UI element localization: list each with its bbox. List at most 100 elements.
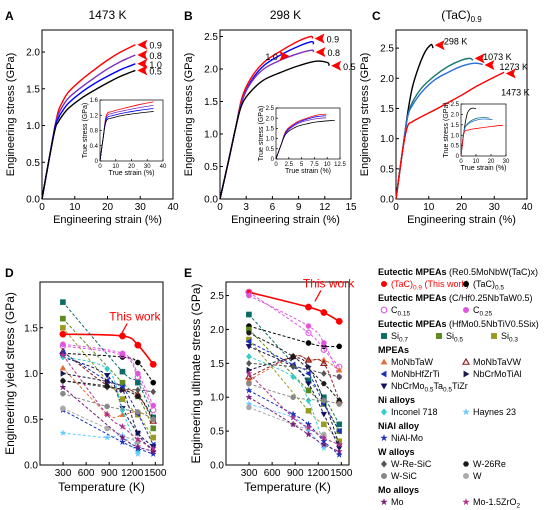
x-tick-label: 20 — [488, 159, 495, 165]
data-point — [336, 421, 343, 428]
legend-label: NiAl-Mo — [391, 433, 423, 443]
legend-label: Si0.3​ — [501, 331, 518, 344]
legend-heading: MPEAs — [378, 345, 409, 355]
panel-C: C (TaC)0.9 0 10 20 30 40 0.0 0.5 1.0 1.5 2.0 2.5 Engi… — [359, 8, 533, 226]
legend-marker — [462, 497, 470, 506]
legend-label: W-26Re — [473, 459, 506, 469]
x-tick-label: 20 — [102, 202, 114, 213]
x-tick-label: 10 — [473, 159, 480, 165]
x-tick-label: 40 — [167, 202, 179, 213]
y-tick-label: 1.5 — [26, 84, 40, 95]
data-point — [134, 442, 142, 450]
series-line — [248, 291, 340, 368]
data-point — [336, 343, 343, 350]
series-line — [41, 69, 136, 200]
y-tick-label: 1.5 — [380, 104, 394, 115]
y-tick-label: 0.5 — [380, 164, 394, 175]
legend-label: Si0.7​ — [391, 331, 408, 344]
data-point — [246, 353, 252, 360]
y-tick-label: 2.0 — [26, 48, 40, 59]
data-point — [290, 394, 296, 401]
data-point — [245, 344, 253, 350]
legend-marker — [381, 333, 388, 340]
y-tick-label: 0 — [456, 154, 460, 160]
data-point — [103, 410, 111, 418]
series-line — [62, 407, 139, 443]
x-tick-label: 2.5 — [285, 162, 294, 168]
data-point — [245, 369, 253, 377]
legend-label: NbCrMo0.5​Ta0.5​TiZr — [391, 381, 468, 394]
data-point — [320, 434, 328, 441]
data-point — [320, 309, 328, 316]
series-line — [395, 62, 483, 200]
x-tick-label: 7.5 — [310, 162, 319, 168]
legend-marker — [461, 357, 471, 365]
data-point — [321, 340, 327, 346]
data-point — [336, 401, 343, 407]
y-tick-label: 0.0 — [380, 195, 394, 206]
x-tick-label: 12 — [319, 202, 331, 213]
data-point — [150, 434, 157, 441]
data-point — [134, 444, 142, 452]
legend-label: W — [473, 471, 482, 481]
inset-y-label: True stress (GPa) — [443, 102, 450, 157]
series-line — [62, 352, 154, 446]
axes: 300 600 900 1200 1500 0.0 0.5 1.0 1.5 2.0 2.5 — [210, 281, 353, 479]
legend-label: MoNbHfZrTi — [391, 369, 440, 379]
legend-marker — [380, 383, 388, 390]
data-point — [321, 421, 327, 428]
data-point — [149, 444, 157, 452]
data-point — [321, 370, 327, 377]
data-point — [305, 340, 312, 346]
data-point — [103, 373, 111, 379]
x-tick-label: 3 — [243, 202, 249, 213]
data-point — [134, 430, 142, 437]
series-label: 0.9 — [149, 41, 162, 51]
data-point — [245, 372, 253, 380]
data-point — [150, 402, 157, 409]
y-tick-label: 2.0 — [266, 116, 275, 122]
y-tick-label: 1.5 — [266, 127, 275, 133]
data-point — [135, 359, 141, 366]
legend-marker — [381, 473, 388, 480]
legend-marker — [380, 358, 388, 365]
series-line — [248, 291, 340, 323]
panel-D: D 300 600 900 1200 1500 0.0 0.5 1.0 1.5 Temperatur… — [3, 266, 167, 494]
data-point — [321, 397, 327, 404]
data-point — [119, 406, 126, 414]
inset-y-label: True stress (GPa) — [82, 103, 89, 158]
label-arrow — [484, 60, 495, 71]
x-axis-label: Engineering strain (%) — [231, 214, 340, 226]
inset: 0 10 20 30 40 0 0.4 0.8 1.2 1.6 True strain (%) Tru… — [82, 98, 167, 177]
legend-marker — [463, 473, 470, 480]
data-point — [290, 354, 296, 360]
series-line — [62, 301, 154, 418]
data-point — [59, 429, 67, 437]
x-tick-label: 900 — [287, 468, 304, 479]
y-tick-label: 1.0 — [210, 393, 224, 404]
label-arrow — [314, 33, 325, 44]
data-point — [320, 411, 328, 418]
data-point — [103, 433, 111, 441]
data-point — [335, 427, 342, 435]
axes: 0 10 20 30 400.00.51.01.52.0 — [26, 29, 179, 213]
legend-marker — [463, 370, 470, 378]
y-tick-label: 1.0 — [26, 121, 40, 132]
x-tick-label: 30 — [489, 202, 501, 213]
x-tick-label: 10 — [324, 162, 331, 168]
data-point — [60, 299, 66, 305]
panel-title: (TaC)0.9 — [441, 8, 482, 24]
y-tick-label: 2.0 — [210, 325, 224, 336]
legend-marker — [380, 408, 388, 416]
x-tick-label: 15 — [345, 202, 357, 213]
inset-series-line — [99, 111, 154, 162]
annotation-this-work: This work — [109, 309, 161, 323]
x-tick-label: 0 — [459, 159, 463, 165]
data-point — [135, 379, 141, 386]
data-point — [304, 430, 313, 438]
series-line — [62, 333, 154, 365]
data-point — [320, 440, 328, 448]
legend-label: (TaC)0.5​ — [473, 279, 504, 292]
legend-heading: Ni alloys — [378, 395, 415, 405]
label-arrow — [137, 49, 148, 60]
